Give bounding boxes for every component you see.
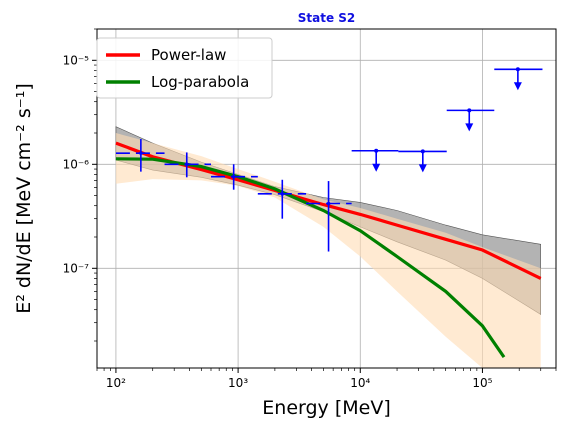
data-point-marker [139,151,143,155]
legend-box [96,37,273,99]
x-tick-label: 10⁵ [472,376,492,390]
upper-limit-marker [420,149,425,154]
upper-limit [446,108,495,132]
upper-limit-marker [467,108,472,113]
down-arrow-icon [465,123,474,132]
data-point [164,152,211,178]
down-arrow-icon [372,163,381,172]
y-axis-title: E² dN/dE [MeV cm⁻² s⁻¹] [13,83,35,314]
legend-label-log-parabola: Log-parabola [151,73,249,91]
x-tick-label: 10⁴ [350,376,370,390]
x-tick-label: 10² [106,376,126,390]
upper-limit [351,148,399,172]
upper-limit-marker [515,67,520,72]
data-point-marker [280,192,285,196]
axis-ticks: 10² 10³ 10⁴ 10⁵ 10⁻⁷ 10⁻⁶ 10⁻⁵ [63,28,557,390]
upper-limit [398,149,447,173]
data-point-marker [326,201,331,206]
chart-title: State S2 [298,11,356,25]
data-point [210,164,258,190]
data-points [115,67,543,252]
data-point-marker [231,174,236,179]
plot-frame [96,28,557,369]
legend: Power-law Log-parabola [96,37,273,99]
data-point [306,181,352,252]
upper-limit [494,67,543,91]
y-tick-label: 10⁻⁷ [63,261,90,275]
y-tick-label: 10⁻⁵ [63,53,90,67]
data-point [257,179,307,219]
log-parabola-confidence-band [115,133,541,368]
data-point [115,139,165,172]
x-tick-label: 10³ [228,376,248,390]
down-arrow-icon [513,82,522,91]
down-arrow-icon [418,164,427,173]
x-axis-title: Energy [MeV] [262,397,390,419]
data-point-marker [184,162,189,167]
legend-label-power-law: Power-law [151,46,226,64]
y-tick-label: 10⁻⁶ [63,157,90,171]
upper-limit-marker [374,148,379,153]
